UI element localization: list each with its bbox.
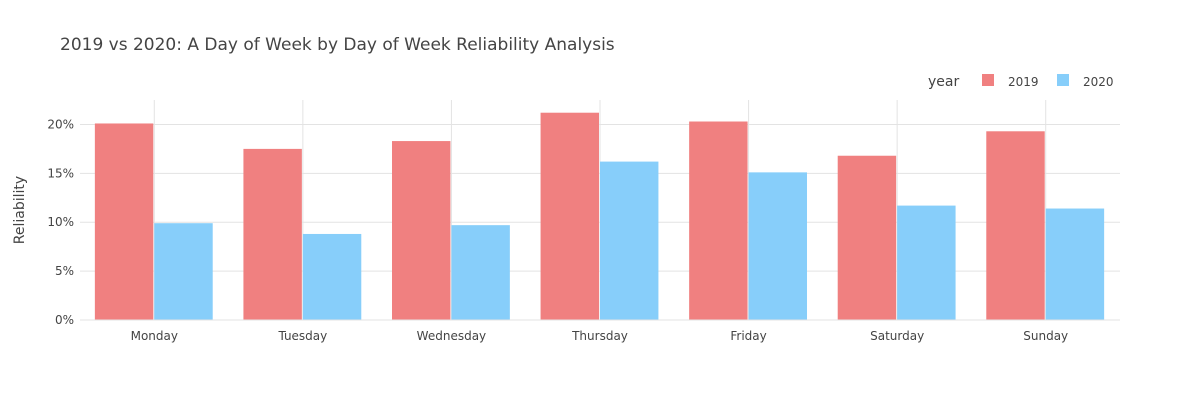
bar-2019-saturday bbox=[837, 155, 897, 320]
axis-layer: 0% 5% 10% 15% 20% Monday Tuesday Wednesday Thurs… bbox=[47, 117, 1120, 343]
legend-label-2019[interactable]: 2019 bbox=[1008, 75, 1039, 89]
y-tick-label: 5% bbox=[55, 264, 74, 278]
bar-2020-monday bbox=[154, 223, 213, 320]
x-tick-label: Sunday bbox=[1023, 329, 1068, 343]
bars-layer bbox=[94, 112, 1105, 320]
x-tick-label: Monday bbox=[131, 329, 178, 343]
y-tick-label: 20% bbox=[47, 117, 74, 131]
y-axis-title: Reliability bbox=[12, 176, 28, 244]
x-tick-label: Tuesday bbox=[277, 329, 327, 343]
bar-2019-wednesday bbox=[392, 141, 451, 320]
bar-2020-friday bbox=[748, 172, 807, 320]
legend-swatch-2019[interactable] bbox=[982, 74, 994, 86]
x-tick-label: Friday bbox=[730, 329, 766, 343]
x-tick-label: Wednesday bbox=[417, 329, 486, 343]
bar-2019-friday bbox=[689, 121, 748, 320]
chart-title: 2019 vs 2020: A Day of Week by Day of We… bbox=[60, 35, 615, 55]
legend-label-2020[interactable]: 2020 bbox=[1083, 75, 1114, 89]
bar-2020-wednesday bbox=[451, 225, 510, 320]
bar-2019-tuesday bbox=[243, 148, 302, 320]
bar-2019-sunday bbox=[986, 131, 1045, 320]
bar-2019-monday bbox=[94, 123, 154, 320]
y-tick-label: 15% bbox=[47, 166, 74, 180]
bar-2020-saturday bbox=[897, 205, 956, 320]
x-tick-label: Saturday bbox=[870, 329, 924, 343]
x-tick-label: Thursday bbox=[571, 329, 628, 343]
y-tick-label: 0% bbox=[55, 313, 74, 327]
bar-2020-thursday bbox=[600, 161, 659, 320]
bar-2020-sunday bbox=[1045, 208, 1105, 320]
legend-title: year bbox=[928, 74, 959, 90]
bar-2020-tuesday bbox=[302, 233, 362, 320]
legend-swatch-2020[interactable] bbox=[1057, 74, 1069, 86]
y-tick-label: 10% bbox=[47, 215, 74, 229]
bar-2019-thursday bbox=[540, 112, 599, 320]
legend: year 2019 2020 bbox=[928, 74, 1114, 90]
